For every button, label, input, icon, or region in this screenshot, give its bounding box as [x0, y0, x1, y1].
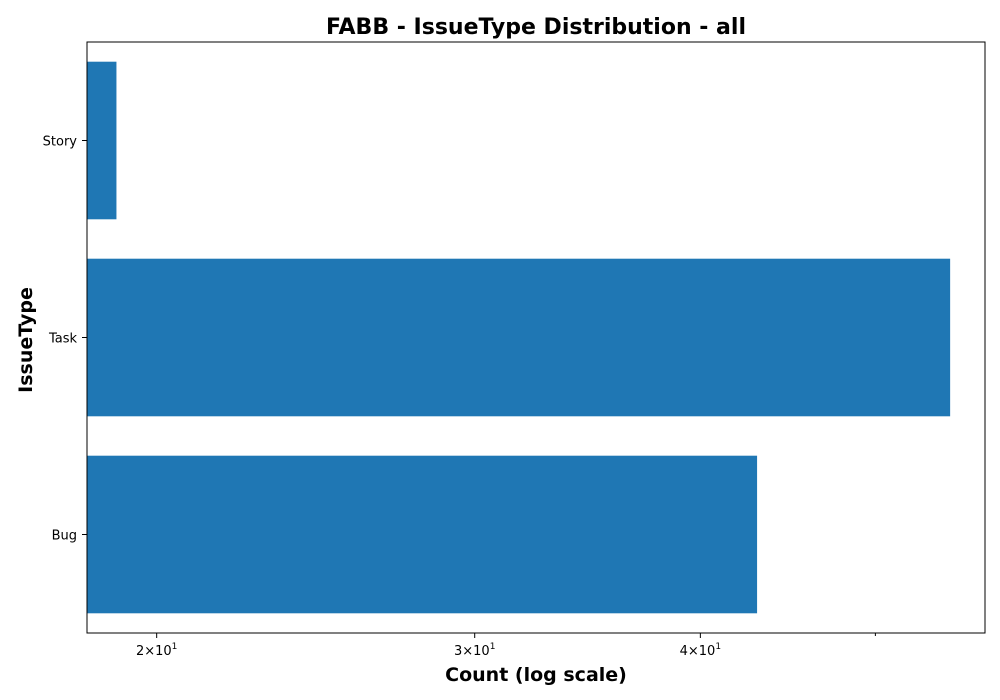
y-axis-label: IssueType: [15, 287, 37, 393]
x-tick-label: 2×101: [136, 642, 177, 659]
y-tick-label: Task: [48, 332, 78, 347]
x-axis: 2×101 3×101 4×101: [136, 633, 876, 659]
y-tick-label: Bug: [52, 529, 77, 544]
bar-task: [87, 258, 951, 417]
x-axis-label: Count (log scale): [445, 664, 627, 686]
bar-bug: [87, 455, 758, 614]
y-tick-label: Story: [43, 135, 78, 150]
bars: [87, 61, 951, 614]
bar-story: [87, 61, 117, 220]
x-tick-label: 4×101: [680, 642, 721, 659]
y-axis: Story Task Bug: [43, 135, 87, 544]
chart-title: FABB - IssueType Distribution - all: [326, 15, 746, 40]
x-tick-label: 3×101: [454, 642, 495, 659]
